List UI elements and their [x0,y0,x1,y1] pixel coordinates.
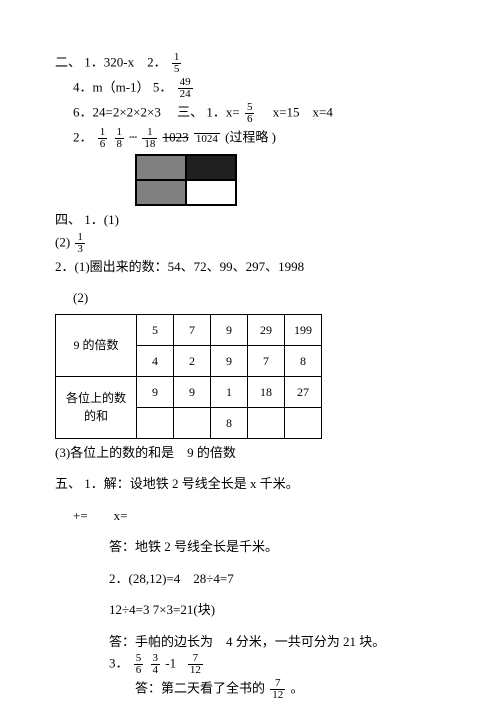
fraction-diagram [135,154,237,206]
sec5-label: 五、 [55,476,81,491]
sec3-f2: 1 8 [115,127,125,150]
diagram-cell [186,180,236,205]
table-row: 9 的倍数 5 7 9 29 199 [56,314,322,345]
sec2-i6: 6．24=2×2×2×3 [73,104,161,119]
sec2-i5-frac: 49 24 [178,77,193,100]
sec5-i3: 3． 5 6 3 4 -1 7 12 [55,653,445,676]
sec3-f1: 1 6 [98,127,108,150]
multiples-table: 9 的倍数 5 7 9 29 199 4 2 9 7 8 各位上的数 的和 9 … [55,314,322,439]
sec5-ans1: 答：地铁 2 号线全长是千米。 [55,537,445,557]
table-cell: 18 [248,376,285,407]
diagram-cell [186,155,236,180]
sec4-line2: (2) 1 3 [55,232,445,255]
sec4-sub2: (2) [55,288,445,308]
sec5-mid: -1 [165,655,176,670]
sec5-ans3-post: 。 [291,680,304,695]
sec2-i2-frac: 1 5 [172,52,182,75]
table-cell: 9 [174,376,211,407]
sec4-i2-frac: 1 3 [75,232,85,255]
table-cell: 1 [211,376,248,407]
sec5-ans3-pre: 答：第二天看了全书的 [135,680,265,695]
table-cell: 199 [285,314,322,345]
sec2-label: 二、 [55,54,81,69]
table-header: 各位上的数 的和 [56,376,137,438]
sec5-line1: 五、 1．解：设地铁 2 号线全长是 x 千米。 [55,474,445,494]
sec5-i3-pre: 3． [109,655,129,670]
table-row: 各位上的数 的和 9 9 1 18 27 [56,376,322,407]
table-cell: 4 [137,345,174,376]
table-cell: 29 [248,314,285,345]
sec2-line2: 4．m（m-1） 5． 49 24 [55,77,445,100]
sec5-eq: += x= [55,506,445,526]
sec5-i2b: 12÷4=3 7×3=21(块) [55,600,445,620]
table-cell [137,407,174,438]
table-cell: 7 [174,314,211,345]
table-cell: 2 [174,345,211,376]
diagram-cell [136,155,186,180]
sec5-f1: 5 6 [134,653,144,676]
sec3-i1-rest: x=15 x=4 [260,104,333,119]
answer-page: 二、 1．320-x 2． 1 5 4．m（m-1） 5． 49 24 6．24… [0,0,500,723]
sec3-i1-pre: 1．x= [206,104,239,119]
table-cell: 8 [211,407,248,438]
sec5-f3: 7 12 [188,653,203,676]
sec3-strike: 1023 [163,129,189,144]
sec4-label: 四、 [55,212,81,227]
sec4-i2-pre: (2) [55,234,70,249]
sec3-line2: 2． 1 6 1 8 ┄ 1 18 1023 1024 (过程略 ) [55,127,445,150]
sec5-ans2: 答：手帕的边长为 4 分米，一共可分为 21 块。 [55,632,445,652]
sec3-note: (过程略 ) [225,129,276,144]
table-cell [248,407,285,438]
table-cell [285,407,322,438]
table-cell: 9 [137,376,174,407]
sec3-f3: 1 18 [142,127,157,150]
sec5-ans3: 答：第二天看了全书的 7 12 。 [55,678,445,701]
table-cell: 27 [285,376,322,407]
sec3-label: 三、 [177,104,203,119]
sec3-i1-frac: 5 6 [245,102,255,125]
sec2-line3: 6．24=2×2×2×3 三、 1．x= 5 6 x=15 x=4 [55,102,445,125]
table-cell: 9 [211,314,248,345]
sec5-ans3-frac: 7 12 [270,678,285,701]
sec5-i1: 1．解：设地铁 2 号线全长是 x 千米。 [84,476,299,491]
sec2-line1: 二、 1．320-x 2． 1 5 [55,52,445,75]
sec4-line1: 四、 1．(1) [55,210,445,230]
diagram-cell [136,180,186,205]
sec5-f2: 3 4 [151,653,161,676]
sec3-f4: 1024 [194,133,220,145]
sec3-i2-pre: 2． [73,129,93,144]
table-cell: 7 [248,345,285,376]
table-cell [174,407,211,438]
table-header: 9 的倍数 [56,314,137,376]
sec5-i2a: 2．(28,12)=4 28÷4=7 [55,569,445,589]
sec2-i1: 1．320-x [84,54,134,69]
table-cell: 9 [211,345,248,376]
sec4-q1: 2．(1)圈出来的数：54、72、99、297、1998 [55,257,445,277]
sec4-i3: (3)各位上的数的和是 9 的倍数 [55,443,445,463]
table-cell: 5 [137,314,174,345]
sec2-i5-pre: 5． [153,79,173,94]
sec2-i4: 4．m（m-1） [73,79,150,94]
sec2-i2-pre: 2． [147,54,167,69]
sec4-i1: 1．(1) [84,212,119,227]
table-cell: 8 [285,345,322,376]
sec3-dash: ┄ [129,129,137,144]
